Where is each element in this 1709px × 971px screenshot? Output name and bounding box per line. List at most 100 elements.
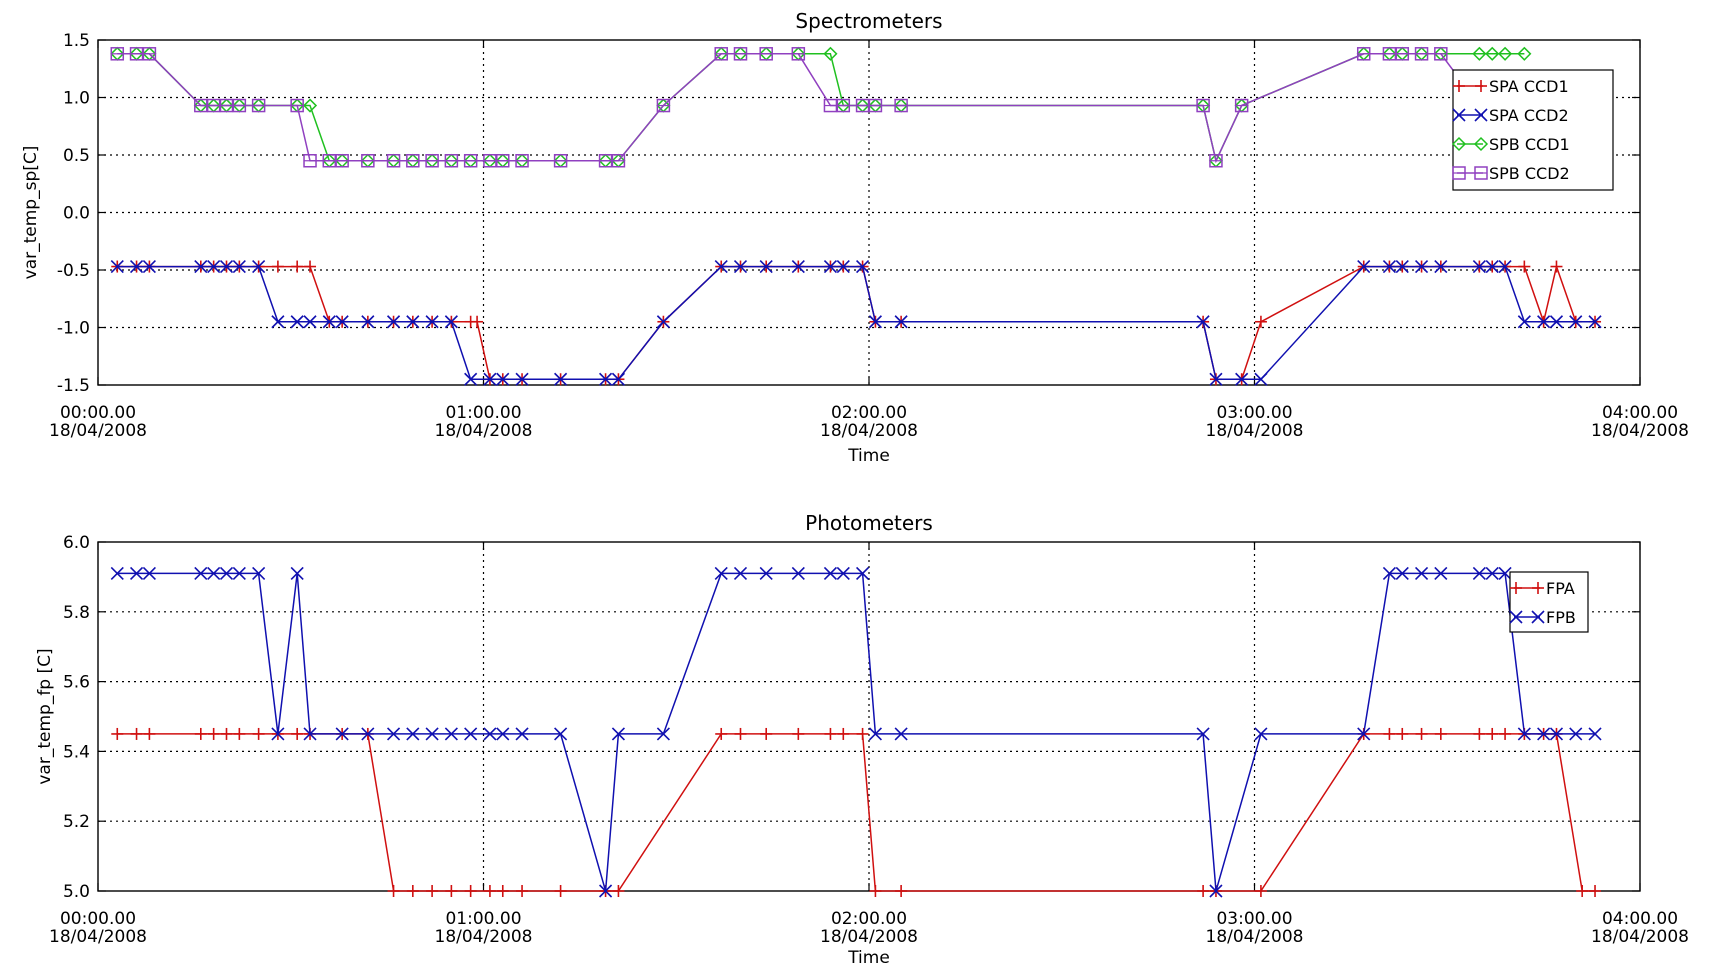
data-point [759,259,773,274]
y-tick-label: 0.5 [63,146,90,166]
data-point [406,154,420,168]
data-point [869,885,882,897]
data-point [1382,566,1396,580]
series-line [117,53,1525,164]
data-point [1254,885,1267,897]
x-tick-label-time: 03:00.00 [1216,403,1292,423]
data-point [110,259,124,274]
data-point [1472,566,1486,580]
data-point [1234,98,1249,113]
data-point [1569,315,1583,329]
data-point [894,727,908,741]
y-axis-label: var_temp_sp[C] [21,146,41,280]
data-point [291,727,304,740]
data-point [760,727,773,740]
data-point [823,98,838,113]
data-point [1434,47,1448,61]
data-point [129,47,144,61]
data-point [1588,315,1602,329]
data-point [426,885,439,897]
data-point [425,727,439,741]
data-point [598,154,613,168]
data-point [1517,315,1531,329]
x-tick-label-time: 02:00.00 [831,909,907,929]
data-point [220,727,233,740]
data-point [252,259,266,274]
data-point [1383,727,1396,740]
data-point [251,98,266,113]
data-point [444,315,458,329]
legend-marker [1474,166,1488,180]
data-point [1569,727,1583,741]
legend-marker [1532,582,1544,594]
data-point [483,885,496,897]
data-point [386,315,401,329]
data-point [194,566,208,580]
data-point [129,566,144,580]
data-point [143,727,156,740]
data-point [611,154,626,168]
x-tick-label-time: 01:00.00 [445,403,521,423]
data-point [1196,98,1210,113]
data-point [290,98,304,113]
data-point [1498,259,1512,274]
data-point [516,885,529,897]
data-point [714,47,728,61]
data-point [855,98,870,113]
data-point [129,259,144,274]
y-tick-label: 0.0 [63,204,90,224]
y-tick-label: 5.4 [63,742,90,762]
chart-panel-0: Spectrometers 1.5 1.0 0.5 0.0 -0.5 -1.0 -1.5 00:… [21,9,1689,466]
data-point [856,259,870,274]
x-tick-label-date: 18/04/2008 [1206,927,1304,947]
x-axis-label: Time [847,948,890,968]
x-tick-label-date: 18/04/2008 [1591,927,1689,947]
data-point [836,98,851,113]
data-point [444,154,459,168]
data-point [868,315,882,329]
data-point [515,727,529,741]
data-point [1235,372,1249,386]
legend-box [1452,69,1614,191]
data-point [361,315,375,329]
data-point [823,259,838,274]
data-point [207,259,221,274]
data-point [496,154,510,168]
legend-marker [1510,582,1522,594]
data-point [1209,154,1223,168]
data-point [792,727,805,740]
data-point [207,566,221,580]
data-point [219,98,234,113]
legend-marker [1509,610,1523,624]
data-point [734,727,747,740]
data-point [1517,46,1532,61]
data-point [1196,727,1210,741]
data-point [1549,315,1564,329]
data-point [194,98,208,113]
series-line [117,572,1595,892]
data-point [1517,727,1531,741]
data-point [1472,46,1487,61]
data-point [335,154,349,168]
y-tick-label: -1.5 [57,376,90,396]
data-point [515,372,529,386]
data-point [464,727,478,741]
data-point [252,727,265,740]
data-point [1518,260,1531,273]
data-point [464,372,478,386]
x-tick-label-date: 18/04/2008 [435,927,533,947]
chart-title: Spectrometers [795,9,942,33]
data-point [823,46,838,61]
series-line [117,265,1595,381]
data-point [232,566,246,580]
data-point [1499,727,1512,740]
data-point [361,727,375,741]
y-tick-label: 6.0 [63,533,90,553]
data-point [303,315,317,329]
data-point [1414,566,1429,580]
data-point [1382,47,1397,61]
data-point [836,259,850,274]
x-axis-label: Time [847,446,890,466]
legend-entry: FPA [1510,579,1575,598]
data-point [824,727,837,740]
